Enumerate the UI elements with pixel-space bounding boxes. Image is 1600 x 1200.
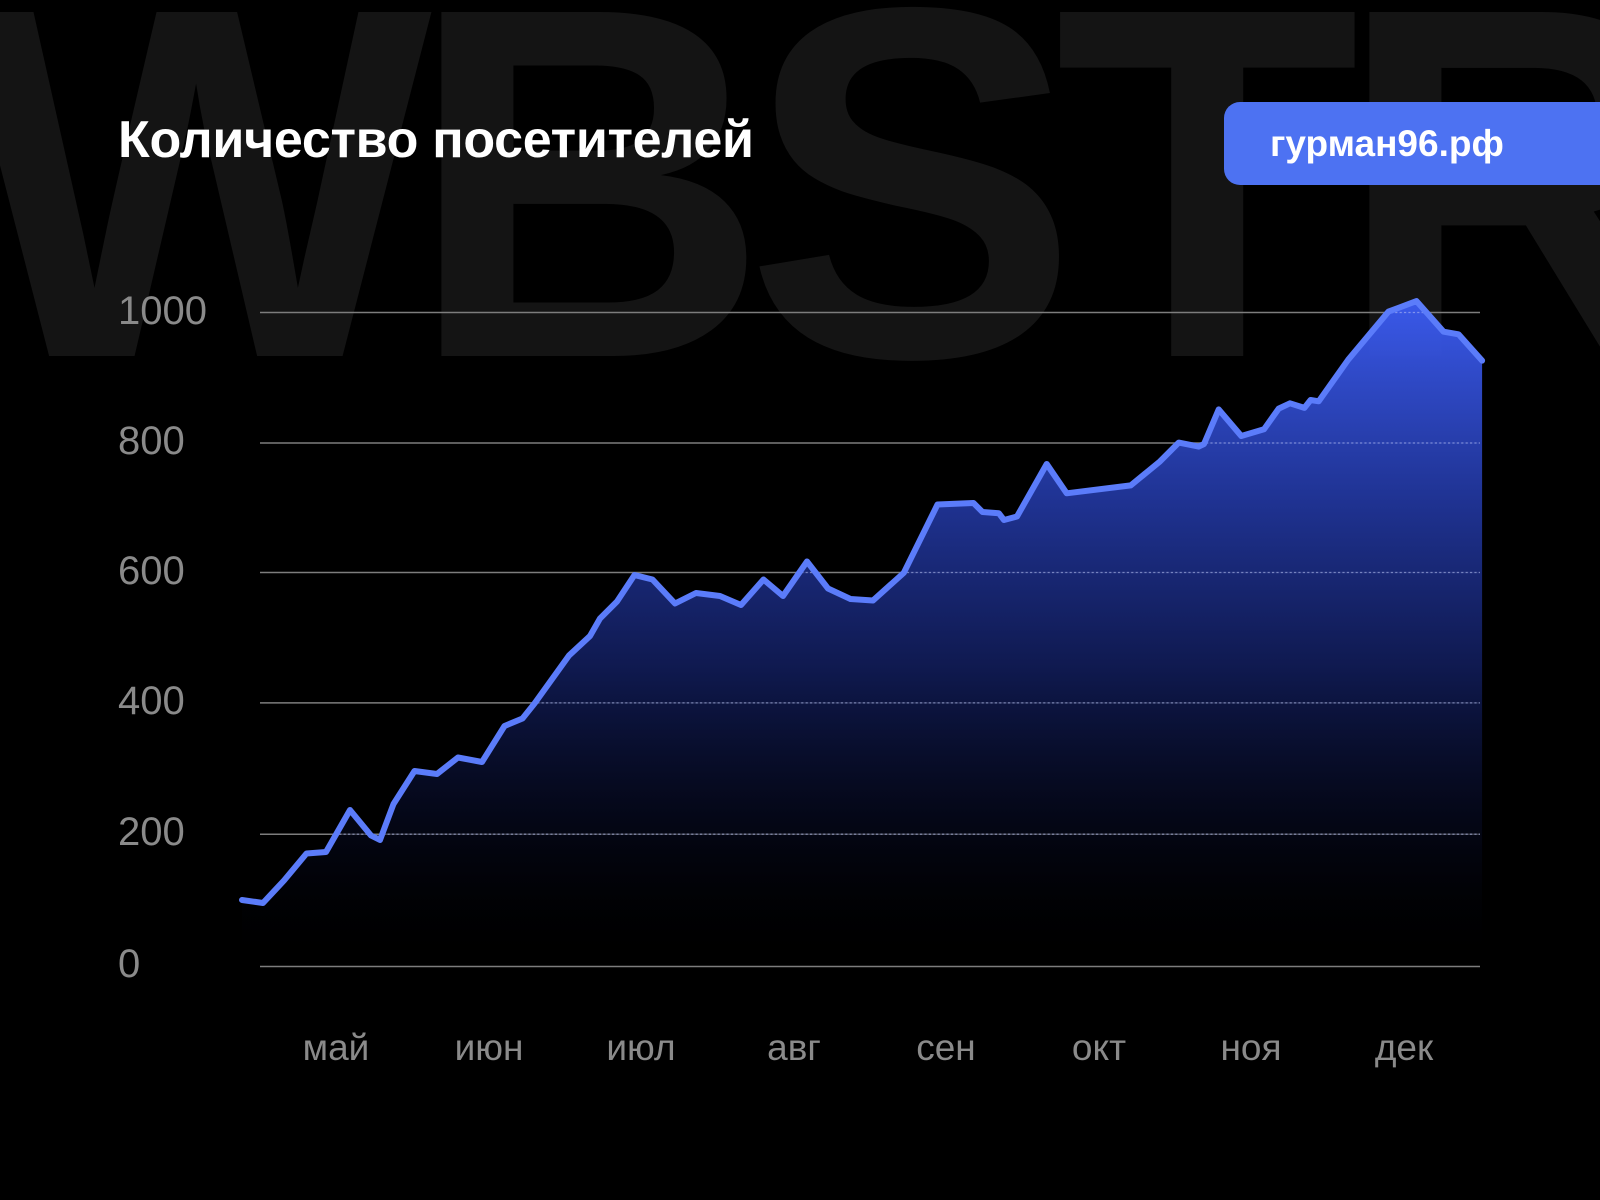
svg-text:800: 800	[118, 419, 185, 463]
svg-text:май: май	[303, 1027, 370, 1068]
svg-text:200: 200	[118, 810, 185, 854]
svg-text:ноя: ноя	[1220, 1027, 1281, 1068]
svg-text:600: 600	[118, 549, 185, 593]
svg-text:0: 0	[118, 942, 140, 986]
svg-text:июн: июн	[455, 1027, 524, 1068]
svg-text:дек: дек	[1375, 1027, 1434, 1068]
svg-text:1000: 1000	[118, 289, 207, 333]
svg-text:июл: июл	[606, 1027, 675, 1068]
svg-text:авг: авг	[767, 1027, 821, 1068]
svg-text:сен: сен	[916, 1027, 976, 1068]
svg-text:окт: окт	[1072, 1027, 1126, 1068]
svg-text:400: 400	[118, 679, 185, 723]
